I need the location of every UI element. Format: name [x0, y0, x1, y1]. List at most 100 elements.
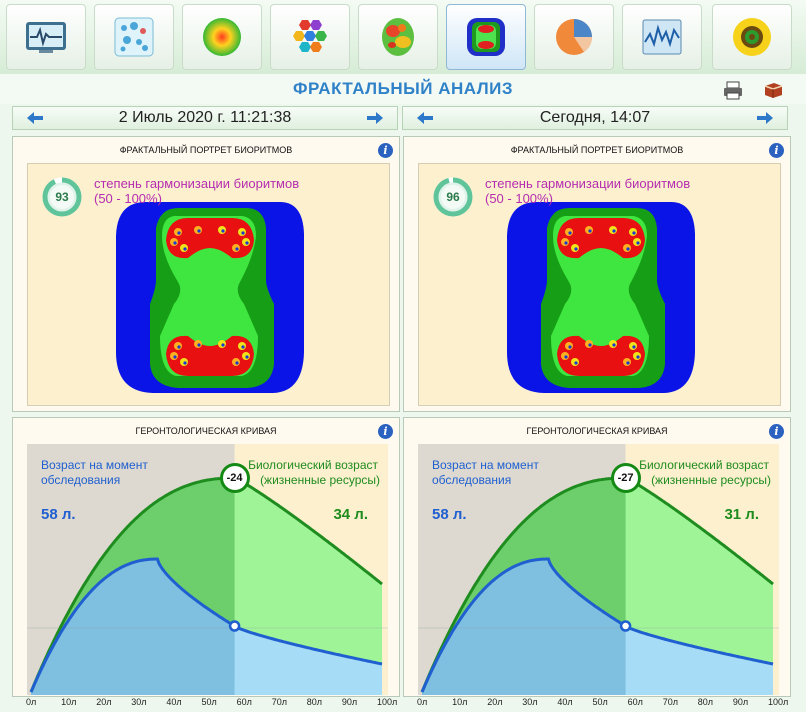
arrow-right-icon[interactable] — [367, 112, 383, 124]
age-value: 58 л. — [432, 506, 467, 523]
date-navigator-left: 2 Июль 2020 г. 11:21:38 — [12, 106, 398, 130]
x-tick-label: 30л — [131, 697, 147, 707]
age-area-past — [422, 559, 626, 695]
harmony-label-line1: степень гармонизации биоритмов — [485, 176, 691, 191]
date-navigator-right: Сегодня, 14:07 — [402, 106, 788, 130]
bio-label-line1: Биологический возраст — [248, 458, 378, 472]
age-delta-marker: -24 — [219, 463, 250, 493]
x-tick-label: 0л — [417, 697, 428, 707]
page-title: ФРАКТАЛЬНЫЙ АНАЛИЗ — [292, 79, 514, 98]
age-label-line1: Возраст на момент — [41, 458, 148, 472]
x-tick-label: 60л — [236, 697, 252, 707]
toolbar-button-sunflower[interactable] — [712, 4, 792, 70]
age-label: Возраст на момент обследования — [432, 458, 539, 488]
hexagon-cells-icon — [293, 20, 327, 52]
x-tick-label: 50л — [592, 697, 608, 707]
fractal-image — [116, 202, 304, 393]
x-tick-label: 70л — [271, 697, 287, 707]
wave-chart-icon — [642, 19, 682, 55]
x-tick-label: 0л — [26, 697, 37, 707]
toolbar-button-brain[interactable] — [358, 4, 438, 70]
age-label-line1: Возраст на момент — [432, 458, 539, 472]
info-icon[interactable]: i — [769, 143, 784, 158]
x-tick-label: 20л — [96, 697, 112, 707]
x-tick-label: 20л — [487, 697, 503, 707]
age-curve — [29, 557, 383, 693]
gauge-ring-icon — [433, 177, 473, 217]
toolbar-button-wave[interactable] — [622, 4, 702, 70]
toolbar-button-hexagons[interactable] — [270, 4, 350, 70]
harmony-score: 93 — [55, 190, 69, 204]
molecules-icon — [114, 17, 154, 57]
x-tick-label: 10л — [61, 697, 77, 707]
info-icon[interactable]: i — [378, 424, 393, 439]
age-marker — [228, 620, 241, 632]
x-tick-label: 60л — [627, 697, 643, 707]
harmony-label: степень гармонизации биоритмов (50 - 100%… — [94, 176, 299, 206]
x-tick-label: 10л — [452, 697, 468, 707]
toolbar-button-energy[interactable] — [182, 4, 262, 70]
x-tick-label: 90л — [341, 697, 358, 707]
x-tick-label: 100л — [377, 697, 398, 707]
x-axis: 0л 10л 20л 30л 40л 50л 60л 70л 80л 90л 100л — [26, 695, 397, 711]
x-tick-label: 80л — [306, 697, 323, 707]
arrow-left-icon[interactable] — [27, 112, 43, 124]
toolbar-button-fractal[interactable] — [446, 4, 526, 70]
arrow-right-icon[interactable] — [757, 112, 773, 124]
toolbar-button-pie[interactable] — [534, 4, 614, 70]
fractal-image — [507, 202, 695, 393]
age-label-line2: обследования — [432, 473, 512, 487]
pie-chart-icon — [556, 19, 593, 55]
age-marker — [619, 620, 632, 632]
x-tick-label: 50л — [201, 697, 217, 707]
info-icon[interactable]: i — [378, 143, 393, 158]
x-tick-label: 80л — [697, 697, 714, 707]
info-icon[interactable]: i — [769, 424, 784, 439]
fractal-portrait-icon — [467, 18, 505, 56]
harmony-label-line2: (50 - 100%) — [94, 191, 162, 206]
toolbar-button-molecules[interactable] — [94, 4, 174, 70]
gerontology-plot — [418, 444, 779, 695]
harmony-gauge: 93 — [41, 176, 83, 218]
gerontology-chart: Возраст на момент обследования Биологическ… — [27, 444, 388, 695]
fractal-panel-right: ФРАКТАЛЬНЫЙ ПОРТРЕТ БИОРИТМОВ i 96 степень … — [403, 136, 791, 412]
book-icon[interactable] — [762, 80, 784, 100]
exam-date: 2 Июль 2020 г. 11:21:38 — [118, 109, 292, 126]
gerontology-panel-left: ГЕРОНТОЛОГИЧЕСКАЯ КРИВАЯ i Возраст на моме… — [12, 417, 400, 707]
bio-label-line1: Биологический возраст — [639, 458, 769, 472]
bio-value: 34 л. — [333, 506, 368, 523]
gerontology-chart: Возраст на момент обследования Биологическ… — [418, 444, 779, 695]
module-toolbar — [0, 0, 806, 75]
harmony-label: степень гармонизации биоритмов (50 - 100%… — [485, 176, 690, 206]
fractal-portrait: 93 степень гармонизации биоритмов (50 - 10… — [27, 163, 390, 406]
gerontology-panel-right: ГЕРОНТОЛОГИЧЕСКАЯ КРИВАЯ i Возраст на моме… — [403, 417, 791, 707]
ecg-monitor-icon — [26, 22, 66, 53]
panel-header: ГЕРОНТОЛОГИЧЕСКАЯ КРИВАЯ — [135, 426, 277, 436]
x-tick-label: 40л — [166, 697, 182, 707]
biological-label: Биологический возраст (жизненные ресурсы) — [639, 458, 771, 488]
bio-label-line2: (жизненные ресурсы) — [651, 473, 771, 487]
brain-map-icon — [382, 18, 414, 56]
energy-sphere-icon — [203, 18, 241, 56]
page-header: ФРАКТАЛЬНЫЙ АНАЛИЗ — [0, 74, 806, 104]
biological-curve — [29, 476, 383, 693]
harmony-label-line2: (50 - 100%) — [485, 191, 553, 206]
biological-label: Биологический возраст (жизненные ресурсы) — [248, 458, 380, 488]
panel-header: ГЕРОНТОЛОГИЧЕСКАЯ КРИВАЯ — [526, 426, 668, 436]
x-tick-label: 70л — [662, 697, 678, 707]
fractal-portrait: 96 степень гармонизации биоритмов (50 - 10… — [418, 163, 781, 406]
toolbar-button-ecg[interactable] — [6, 4, 86, 70]
fractal-panel-left: ФРАКТАЛЬНЫЙ ПОРТРЕТ БИОРИТМОВ i 93 степень … — [12, 136, 400, 412]
harmony-gauge: 96 — [432, 176, 474, 218]
x-tick-label: 100л — [768, 697, 789, 707]
gauge-ring-icon — [42, 177, 82, 217]
gerontology-plot — [27, 444, 388, 695]
bio-value: 31 л. — [724, 506, 759, 523]
x-axis: 0л 10л 20л 30л 40л 50л 60л 70л 80л 90л 100л — [417, 695, 788, 711]
arrow-left-icon[interactable] — [417, 112, 433, 124]
age-area-past — [31, 559, 235, 695]
x-tick-label: 90л — [732, 697, 749, 707]
harmony-score: 96 — [446, 190, 460, 204]
age-delta-marker: -27 — [610, 463, 641, 493]
printer-icon[interactable] — [722, 80, 744, 100]
